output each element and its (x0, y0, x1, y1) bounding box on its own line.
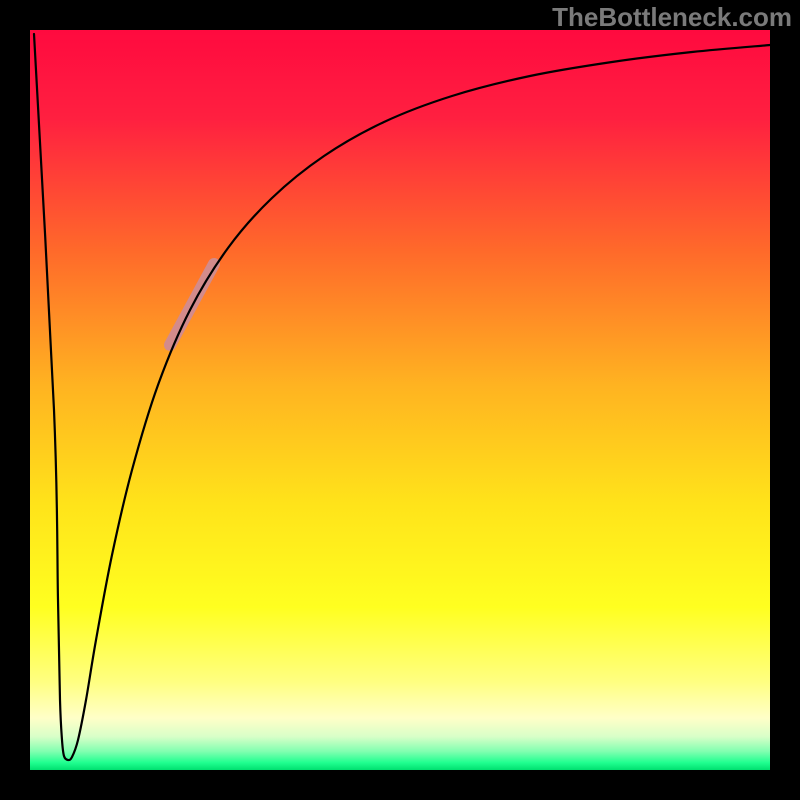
chart-background (30, 30, 770, 770)
watermark-text: TheBottleneck.com (552, 2, 792, 33)
chart-container: TheBottleneck.com (0, 0, 800, 800)
chart-svg (0, 0, 800, 800)
